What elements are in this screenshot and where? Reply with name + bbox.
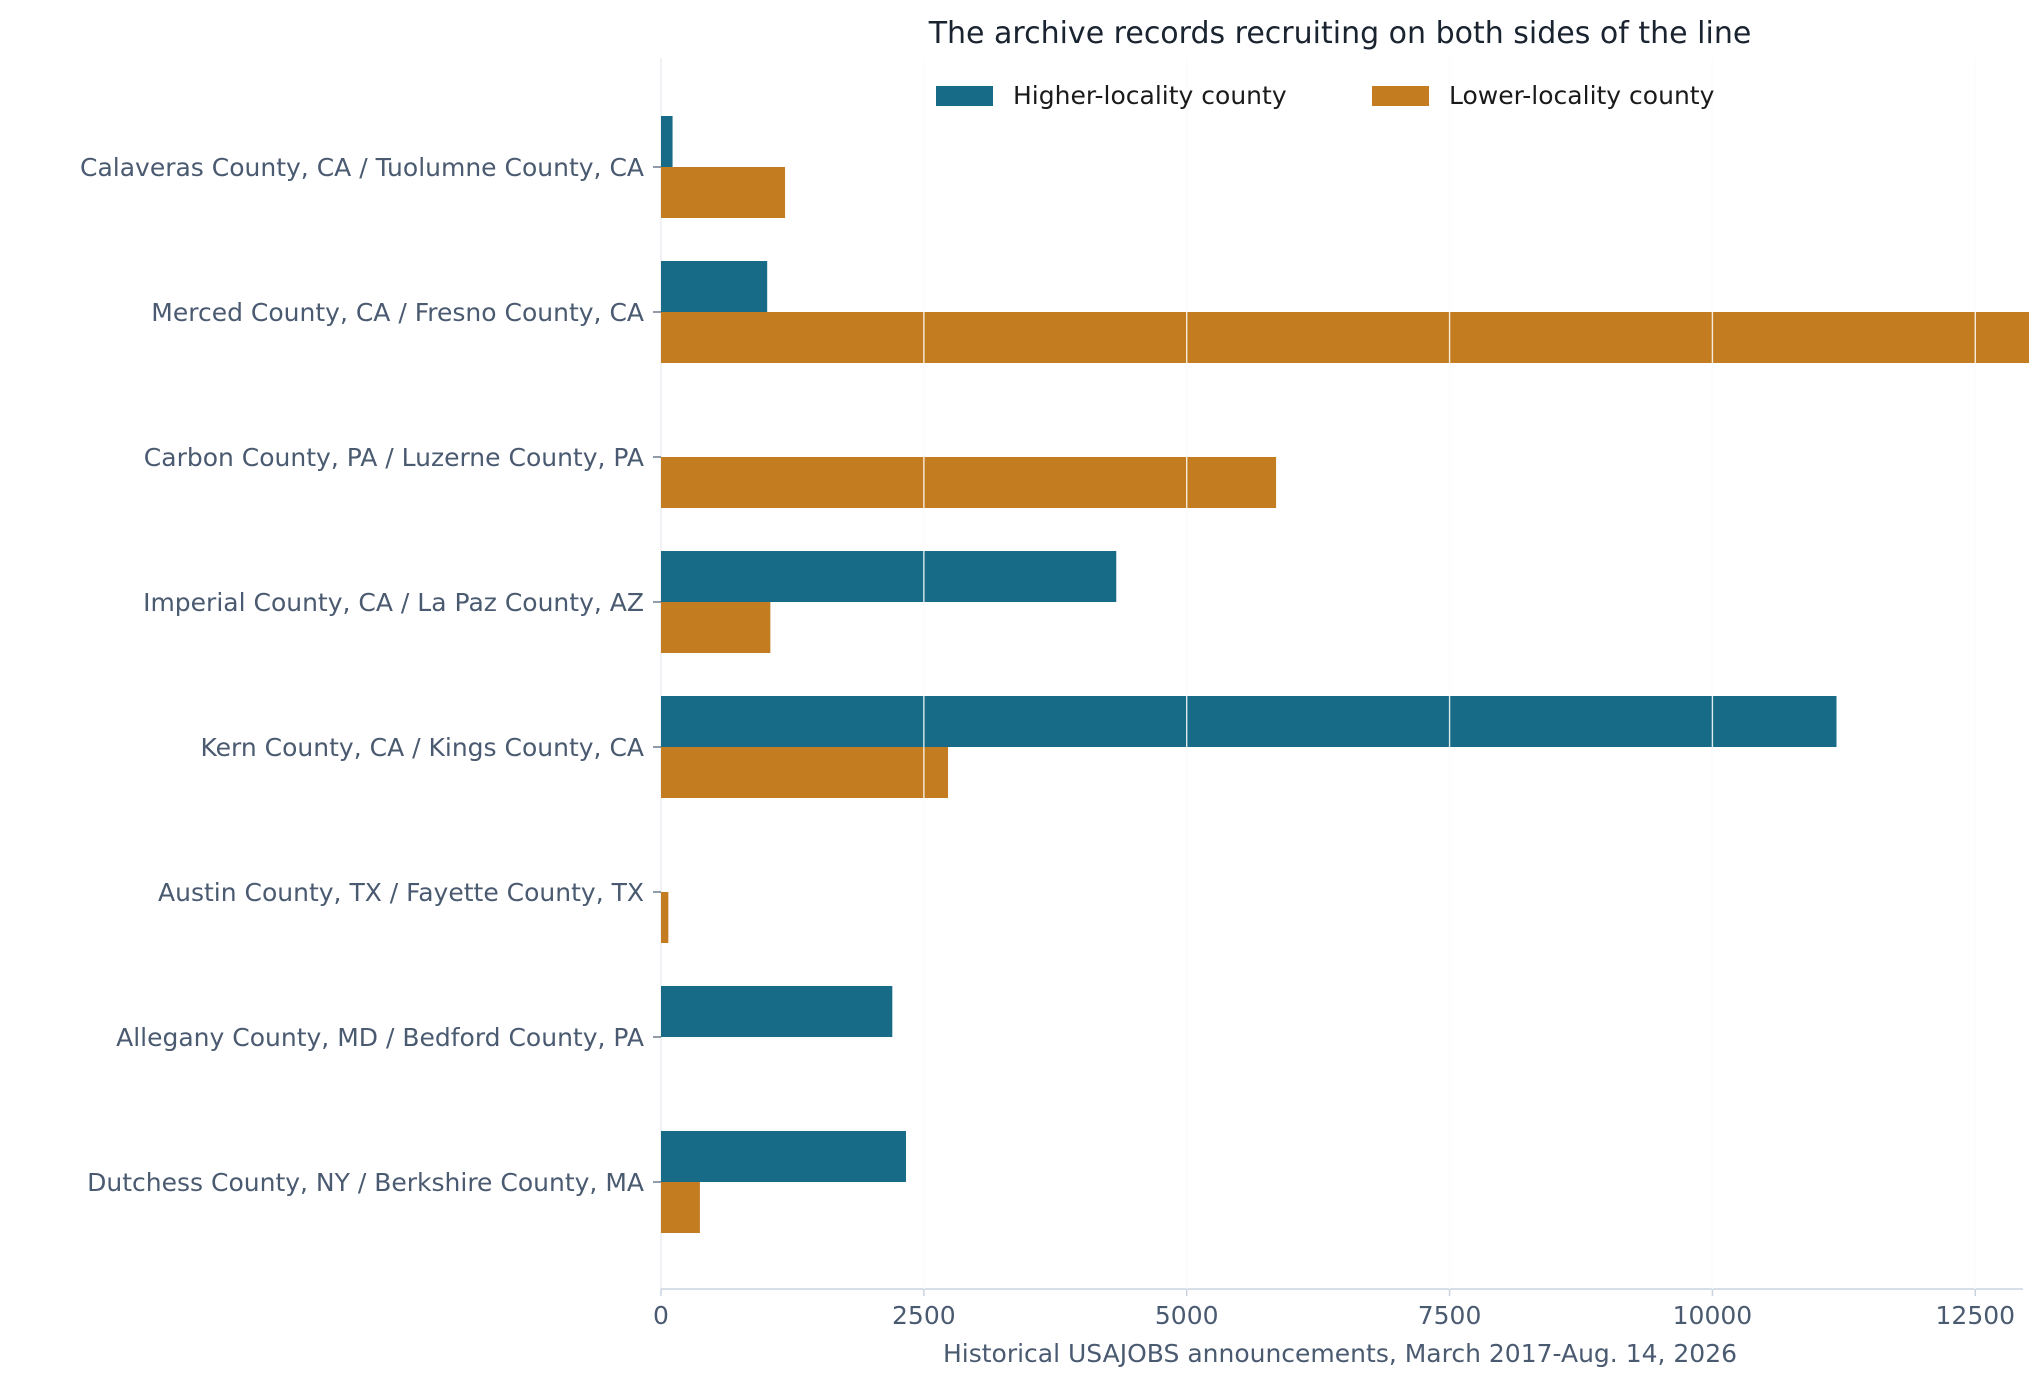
category-label: Austin County, TX / Fayette County, TX xyxy=(158,878,644,907)
x-axis-label: Historical USAJOBS announcements, March … xyxy=(943,1339,1737,1368)
category-labels: Calaveras County, CA / Tuolumne County, … xyxy=(80,153,661,1197)
bar xyxy=(661,457,1277,508)
x-tick-label: 2500 xyxy=(892,1301,956,1330)
category-label: Carbon County, PA / Luzerne County, PA xyxy=(144,443,644,472)
chart-title: The archive records recruiting on both s… xyxy=(928,16,1752,51)
bar xyxy=(661,167,786,218)
bar xyxy=(661,312,2029,363)
bar xyxy=(661,892,669,943)
bar xyxy=(661,986,893,1037)
category-label: Calaveras County, CA / Tuolumne County, … xyxy=(80,153,644,182)
bars xyxy=(661,116,2029,1233)
x-tick-label: 10000 xyxy=(1673,1301,1753,1330)
x-tick-label: 5000 xyxy=(1155,1301,1219,1330)
legend-label: Lower-locality county xyxy=(1449,81,1715,110)
category-label: Allegany County, MD / Bedford County, PA xyxy=(116,1023,644,1052)
x-tick-label: 12500 xyxy=(1936,1301,2016,1330)
x-tick-label: 0 xyxy=(653,1301,669,1330)
bar xyxy=(661,261,768,312)
legend-swatch xyxy=(936,86,993,106)
x-axis: 025005000750010000125001500017500 xyxy=(653,1288,2023,1330)
category-label: Imperial County, CA / La Paz County, AZ xyxy=(143,588,644,617)
legend-label: Higher-locality county xyxy=(1013,81,1287,110)
legend-swatch xyxy=(1372,86,1429,106)
bar xyxy=(661,747,949,798)
category-label: Dutchess County, NY / Berkshire County, … xyxy=(87,1168,644,1197)
bar xyxy=(661,116,673,167)
bar xyxy=(661,1131,906,1182)
x-tick-label: 7500 xyxy=(1418,1301,1482,1330)
legend: Higher-locality county Lower-locality cou… xyxy=(936,81,1715,110)
category-label: Kern County, CA / Kings County, CA xyxy=(201,733,644,762)
bar xyxy=(661,696,1837,747)
bar xyxy=(661,551,1117,602)
bar xyxy=(661,1182,700,1233)
gridlines-over xyxy=(923,58,1976,1289)
category-label: Merced County, CA / Fresno County, CA xyxy=(151,298,644,327)
gridlines xyxy=(660,58,1976,1289)
bar xyxy=(661,602,771,653)
